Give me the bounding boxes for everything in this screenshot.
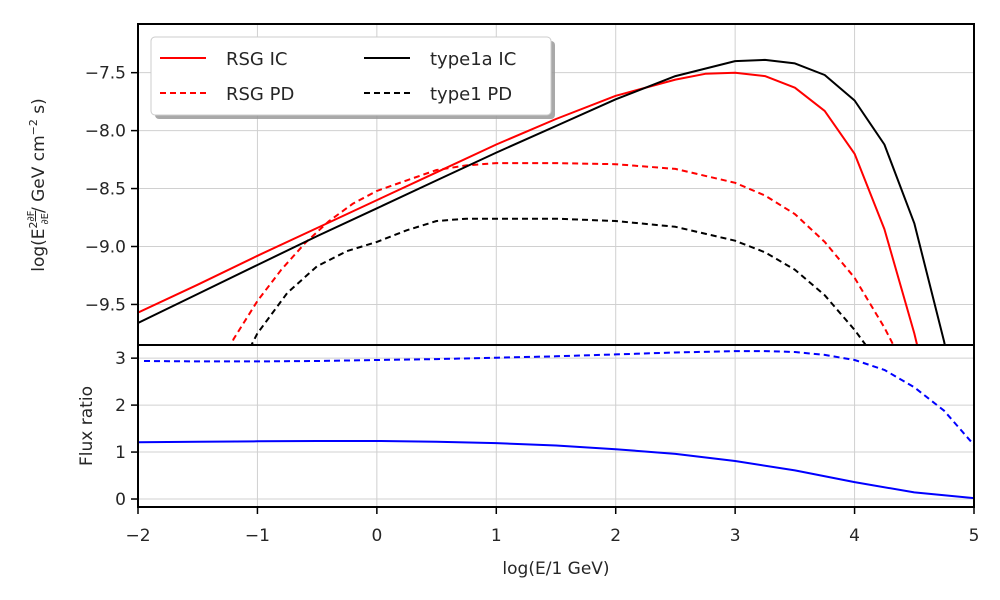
legend-label-rsg-ic: RSG IC — [226, 49, 287, 70]
xtick-label-7: 5 — [969, 526, 980, 546]
ylabel-pre: log(E — [29, 228, 49, 271]
bottom-series-ic-ratio — [138, 440, 974, 500]
ylabel-frac-den: ∂E — [40, 213, 51, 225]
xtick-label-0: −2 — [125, 526, 150, 546]
top-ytick-label-1: −8.0 — [85, 122, 126, 142]
bottom-ytick-label-0: 0 — [115, 490, 126, 510]
top-ytick-label-0: −7.5 — [85, 64, 126, 84]
bottom-ytick-label-2: 2 — [115, 396, 126, 416]
legend: RSG IC RSG PD type1a IC type1 PD — [150, 36, 555, 119]
bottom-grid — [138, 345, 974, 507]
top-ytick-label-2: −8.5 — [85, 180, 126, 200]
xtick-label-2: 0 — [371, 526, 382, 546]
ylabel-sup: 2 — [27, 221, 40, 228]
top-series-type1a-ic — [138, 58, 946, 345]
legend-label-type1a-ic: type1a IC — [430, 49, 516, 70]
xtick-label-4: 2 — [610, 526, 621, 546]
bottom-y-axis-label: Flux ratio — [77, 386, 97, 466]
legend-label-rsg-pd: RSG PD — [226, 84, 294, 105]
xtick-label-1: −1 — [245, 526, 270, 546]
bottom-ytick-label-1: 1 — [115, 443, 126, 463]
ylabel-sup2: −2 — [27, 119, 40, 135]
top-series-rsg-ic — [138, 71, 919, 345]
legend-label-type1-pd: type1 PD — [430, 84, 512, 105]
xtick-label-6: 4 — [849, 526, 860, 546]
bottom-ticks: 0 1 2 3 −2 −1 0 1 2 3 4 5 — [115, 349, 979, 546]
legend-box — [150, 36, 552, 116]
bottom-axes-frame — [137, 344, 975, 508]
xtick-label-5: 3 — [730, 526, 741, 546]
bottom-series-lines — [138, 350, 974, 500]
top-series-rsg-pd — [230, 162, 895, 345]
top-ytick-label-4: −9.5 — [85, 295, 126, 315]
x-axis-label: log(E/1 GeV) — [502, 559, 609, 579]
top-ytick-label-3: −9.0 — [85, 237, 126, 257]
ylabel-mid: / GeV cm — [29, 135, 49, 213]
bottom-ytick-label-3: 3 — [115, 349, 126, 369]
top-y-ticks: −7.5 −8.0 −8.5 −9.0 −9.5 — [85, 64, 138, 315]
svg-text:log(E2∂F∂E/ GeV cm−2 s): log(E2∂F ∂E/ GeV cm−2 s) — [26, 98, 51, 272]
top-series-type1-pd — [250, 217, 867, 345]
xtick-label-3: 1 — [491, 526, 502, 546]
ylabel-frac-num: ∂F — [26, 210, 37, 221]
ylabel-post: s) — [29, 98, 49, 119]
bottom-ylabel-text: Flux ratio — [77, 386, 97, 466]
top-series-lines — [138, 58, 946, 345]
bottom-series-pd-ratio — [143, 350, 974, 446]
top-y-axis-label: log(E2∂F ∂E/ GeV cm−2 s) — [26, 98, 51, 272]
